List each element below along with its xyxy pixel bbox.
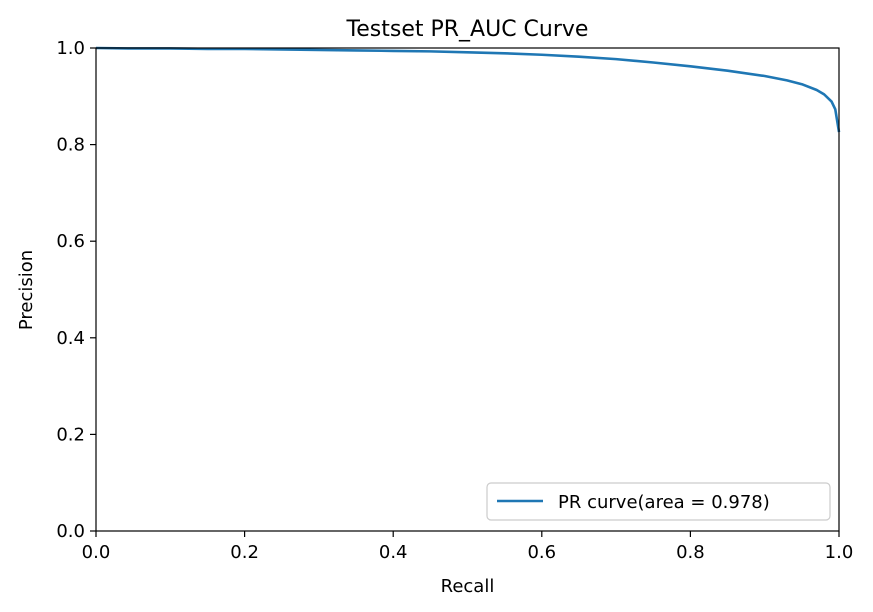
legend-box <box>486 482 831 521</box>
plot-area <box>95 46 841 532</box>
x-tick-label: 0.4 <box>379 542 408 563</box>
chart-title: Testset PR_AUC Curve <box>346 17 589 42</box>
y-axis-label: Precision <box>16 250 37 330</box>
y-tick-label: 0.8 <box>56 135 85 156</box>
y-axis-ticks: 0.0 0.2 0.4 0.6 0.8 1.0 <box>56 38 96 542</box>
series-layer <box>95 46 841 133</box>
plot-frame <box>96 48 839 531</box>
y-tick-label: 0.4 <box>56 328 85 349</box>
legend-entry-label: PR curve(area = 0.978) <box>558 492 770 513</box>
y-tick-label: 1.0 <box>56 38 85 59</box>
x-tick-label: 0.8 <box>676 542 705 563</box>
x-tick-label: 0.0 <box>82 542 111 563</box>
x-tick-label: 0.2 <box>230 542 259 563</box>
series-line-0 <box>95 46 841 133</box>
y-tick-label: 0.0 <box>56 521 85 542</box>
legend: PR curve(area = 0.978) <box>486 482 831 521</box>
y-tick-label: 0.2 <box>56 424 85 445</box>
x-axis-ticks: 0.0 0.2 0.4 0.6 0.8 1.0 <box>82 531 854 563</box>
x-axis-label: Recall <box>441 576 495 597</box>
y-tick-label: 0.6 <box>56 231 85 252</box>
x-tick-label: 1.0 <box>825 542 854 563</box>
x-tick-label: 0.6 <box>527 542 556 563</box>
plot-border <box>95 47 840 532</box>
